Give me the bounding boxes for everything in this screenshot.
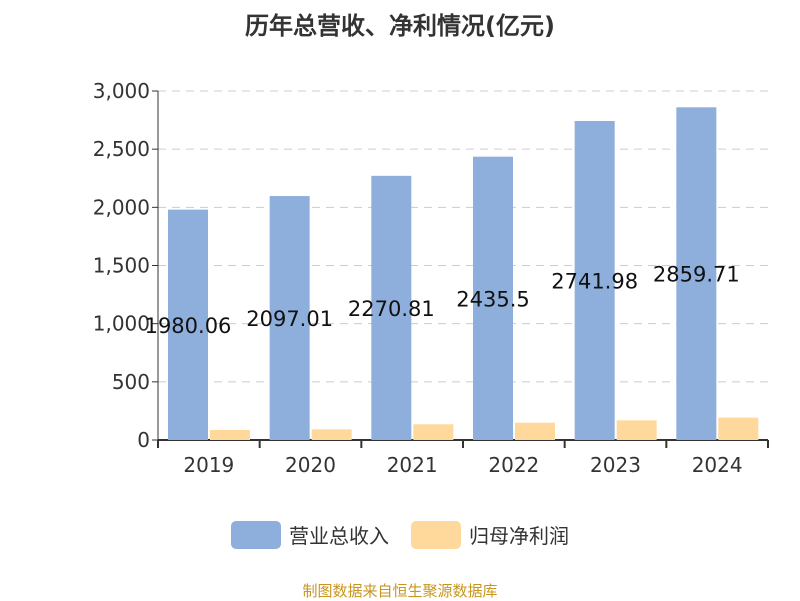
x-tick-label: 2022 xyxy=(488,453,539,477)
bar-revenue xyxy=(676,107,717,440)
bar-profit xyxy=(413,424,454,440)
legend-item-profit[interactable]: 归母净利润 xyxy=(411,520,569,549)
x-tick-label: 2024 xyxy=(692,453,743,477)
data-label: 2270.81 xyxy=(348,297,435,321)
y-tick-label: 1,000 xyxy=(93,312,150,336)
legend: 营业总收入 归母净利润 xyxy=(0,520,800,549)
data-label: 2435.5 xyxy=(456,287,529,311)
y-tick-label: 2,000 xyxy=(93,195,150,219)
legend-item-revenue[interactable]: 营业总收入 xyxy=(231,520,389,549)
bar-revenue xyxy=(473,156,513,440)
y-tick-label: 2,500 xyxy=(93,137,150,161)
legend-swatch xyxy=(231,520,281,549)
bar-revenue xyxy=(269,196,310,440)
x-tick-label: 2020 xyxy=(285,453,336,477)
bar-profit xyxy=(718,417,759,440)
legend-swatch xyxy=(411,520,461,549)
y-tick-label: 500 xyxy=(112,370,150,394)
bar-profit xyxy=(210,429,250,440)
bar-profit xyxy=(616,420,657,440)
chart-title: 历年总营收、净利情况(亿元) xyxy=(245,12,555,40)
y-tick-label: 3,000 xyxy=(93,79,150,103)
y-tick-label: 1,500 xyxy=(93,254,150,278)
legend-label: 营业总收入 xyxy=(289,524,389,548)
data-label: 2741.98 xyxy=(551,270,638,294)
x-tick-label: 2019 xyxy=(183,453,234,477)
x-tick-label: 2021 xyxy=(387,453,438,477)
bar-revenue xyxy=(574,121,615,440)
legend-label: 归母净利润 xyxy=(469,524,569,548)
bar-profit xyxy=(311,429,352,440)
y-tick-label: 0 xyxy=(137,428,150,452)
bar-revenue xyxy=(168,209,208,440)
bar-revenue xyxy=(371,175,412,440)
source-note: 制图数据来自恒生聚源数据库 xyxy=(302,582,498,600)
x-tick-label: 2023 xyxy=(590,453,641,477)
bar-profit xyxy=(515,422,555,440)
data-label: 1980.06 xyxy=(145,314,232,338)
data-label: 2097.01 xyxy=(246,307,333,331)
data-label: 2859.71 xyxy=(653,263,740,287)
